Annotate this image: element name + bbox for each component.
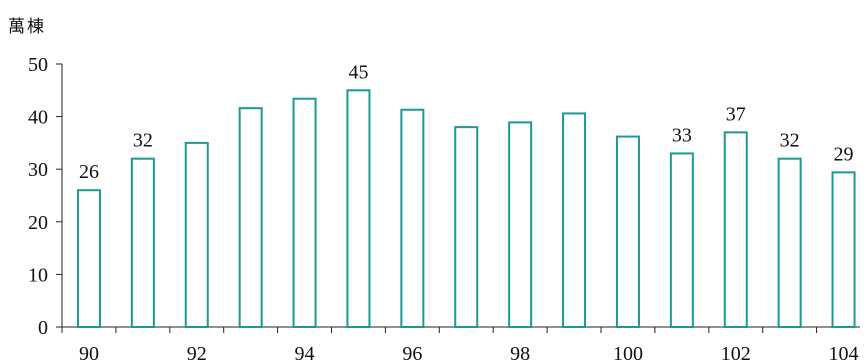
x-tick-label: 90 — [79, 343, 99, 363]
bar-99 — [562, 112, 587, 328]
bar-100 — [615, 135, 640, 328]
y-tick-label: 0 — [38, 317, 48, 339]
y-tick-label: 50 — [28, 54, 48, 76]
data-labels: 26 32 45 33 37 32 29 — [79, 61, 854, 183]
bar-98 — [508, 121, 533, 328]
x-tick-label: 94 — [295, 343, 315, 363]
data-label: 45 — [348, 61, 368, 83]
bar-92 — [184, 141, 209, 328]
bar-102 — [723, 131, 748, 328]
axes: 0 10 20 30 40 50 90 92 94 96 98 100 102 104 — [28, 54, 860, 363]
data-label: 29 — [834, 143, 854, 165]
data-label: 33 — [672, 124, 692, 146]
data-label: 37 — [726, 103, 746, 125]
bar-91 — [130, 157, 155, 328]
bar-97 — [454, 126, 479, 329]
bar-90 — [76, 189, 101, 328]
bar-103 — [777, 157, 802, 328]
bar-104 — [831, 171, 856, 328]
bar-96 — [400, 108, 425, 329]
y-tick-label: 20 — [28, 212, 48, 234]
x-tick-label: 100 — [613, 343, 643, 363]
y-tick-label: 40 — [28, 107, 48, 129]
bars — [76, 89, 856, 329]
y-tick-label: 30 — [28, 159, 48, 181]
data-label: 32 — [133, 130, 153, 152]
y-axis-unit-label: 萬棟 — [8, 17, 46, 37]
bar-101 — [669, 152, 694, 328]
bar-95 — [346, 89, 371, 328]
x-tick-label: 102 — [721, 343, 751, 363]
x-tick-label: 96 — [402, 343, 422, 363]
x-tick-label: 98 — [510, 343, 530, 363]
data-label: 32 — [780, 130, 800, 152]
bar-94 — [292, 97, 317, 328]
bar-93 — [238, 107, 263, 328]
y-tick-label: 10 — [28, 264, 48, 286]
x-tick-label: 92 — [187, 343, 207, 363]
data-label: 26 — [79, 161, 99, 183]
x-tick-label: 104 — [829, 343, 859, 363]
